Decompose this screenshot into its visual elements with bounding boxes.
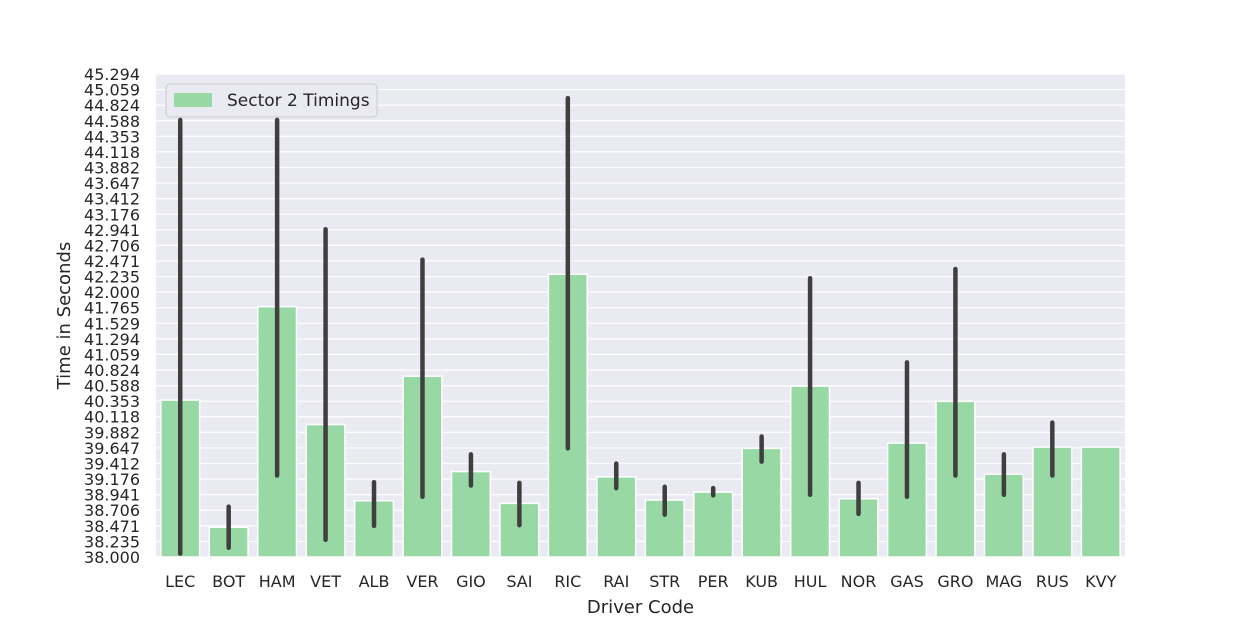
y-tick-label: 41.294 (84, 330, 140, 349)
y-tick-label: 43.647 (84, 174, 140, 193)
y-axis-ticks: 38.00038.23538.47138.70638.94139.17639.4… (84, 65, 140, 567)
plot-area (156, 74, 1125, 557)
y-tick-label: 42.000 (84, 283, 140, 302)
x-tick-label: GRO (937, 572, 973, 591)
y-tick-label: 38.706 (84, 501, 140, 520)
y-tick-label: 44.588 (84, 112, 140, 131)
x-tick-label: VER (406, 572, 438, 591)
x-tick-label: PER (698, 572, 729, 591)
legend-label: Sector 2 Timings (227, 91, 370, 111)
x-tick-label: ALB (359, 572, 390, 591)
y-tick-label: 45.059 (84, 81, 140, 100)
bar-nor (838, 497, 879, 558)
bar-kub (741, 447, 782, 558)
y-tick-label: 44.353 (84, 127, 140, 146)
y-tick-label: 43.882 (84, 159, 140, 178)
x-tick-label: NOR (841, 572, 877, 591)
y-tick-label: 44.824 (84, 96, 140, 115)
legend-swatch (174, 93, 212, 107)
y-tick-label: 45.294 (84, 65, 140, 84)
x-tick-label: RUS (1036, 572, 1069, 591)
x-tick-label: GAS (890, 572, 924, 591)
y-tick-label: 39.882 (84, 423, 140, 442)
x-tick-label: GIO (456, 572, 486, 591)
y-tick-label: 41.765 (84, 299, 140, 318)
y-tick-label: 40.118 (84, 408, 140, 427)
y-tick-label: 44.118 (84, 143, 140, 162)
y-tick-label: 42.235 (84, 268, 140, 287)
error-bars (177, 95, 1055, 556)
x-tick-label: LEC (165, 572, 195, 591)
x-axis-ticks: LEC BOT HAM VET ALB VER GIO SAI RIC RAI STR PER KUB H… (165, 572, 1116, 591)
x-tick-label: BOT (212, 572, 245, 591)
x-axis-label: Driver Code (587, 597, 694, 618)
y-tick-label: 39.176 (84, 470, 140, 489)
x-tick-label: HUL (794, 572, 827, 591)
y-tick-label: 42.941 (84, 221, 140, 240)
legend-box (165, 83, 378, 118)
x-tick-label: VET (310, 572, 341, 591)
bar-kvy (1080, 446, 1121, 558)
bar-rus (1032, 446, 1073, 558)
y-tick-label: 43.412 (84, 190, 140, 209)
y-tick-label: 39.647 (84, 439, 140, 458)
x-tick-label: HAM (259, 572, 296, 591)
y-tick-label: 41.529 (84, 314, 140, 333)
y-tick-label: 42.706 (84, 236, 140, 255)
y-tick-label: 38.235 (84, 532, 140, 551)
legend: Sector 2 Timings (165, 83, 378, 118)
x-tick-label: MAG (985, 572, 1022, 591)
x-tick-label: STR (649, 572, 680, 591)
y-tick-label: 43.176 (84, 205, 140, 224)
x-tick-label: KUB (745, 572, 778, 591)
y-tick-label: 41.059 (84, 345, 140, 364)
x-tick-label: SAI (506, 572, 532, 591)
y-tick-label: 38.000 (84, 548, 140, 567)
y-tick-label: 42.471 (84, 252, 140, 271)
y-tick-label: 40.588 (84, 377, 140, 396)
y-tick-label: 40.824 (84, 361, 140, 380)
y-axis-label: Time in Seconds (54, 242, 75, 391)
x-tick-label: RAI (603, 572, 629, 591)
y-tick-label: 39.412 (84, 454, 140, 473)
bar-per (693, 491, 734, 558)
y-tick-label: 40.353 (84, 392, 140, 411)
x-tick-label: KVY (1085, 572, 1116, 591)
y-tick-label: 38.471 (84, 517, 140, 536)
x-tick-label: RIC (554, 572, 581, 591)
y-tick-label: 38.941 (84, 486, 140, 505)
